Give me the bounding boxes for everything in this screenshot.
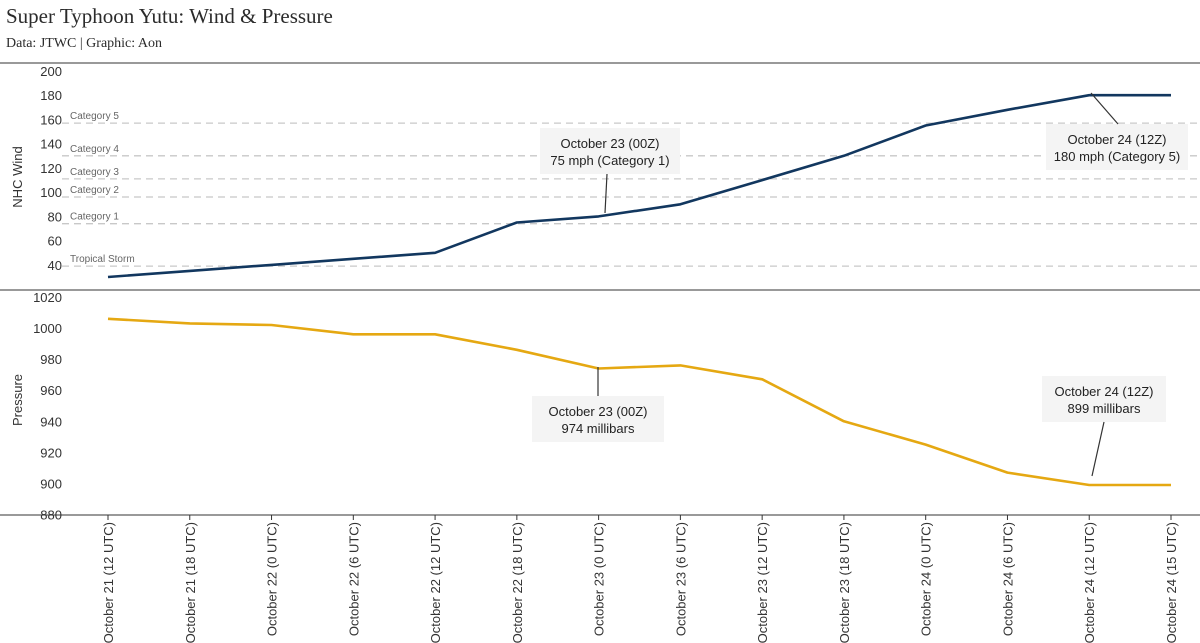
pressure-y-tick-label: 920 — [40, 445, 62, 460]
wind-annotation-oct23-leader — [604, 173, 608, 214]
x-tick-label: October 24 (12 UTC) — [1082, 522, 1097, 643]
pressure-annotation-oct24-line2: 899 millibars — [1068, 401, 1141, 416]
x-tick-label: October 23 (6 UTC) — [673, 522, 688, 636]
x-tick-label: October 23 (18 UTC) — [837, 522, 852, 643]
wind-annotation-oct23-box — [540, 128, 680, 174]
reference-line-label: Category 5 — [70, 111, 119, 122]
x-tick-label: October 21 (18 UTC) — [183, 522, 198, 643]
x-tick-label: October 23 (12 UTC) — [755, 522, 770, 643]
x-tick-label: October 22 (12 UTC) — [428, 522, 443, 643]
wind-y-tick-label: 40 — [48, 258, 62, 273]
wind-y-axis-label: NHC Wind — [10, 146, 25, 207]
x-tick-label: October 22 (18 UTC) — [510, 522, 525, 643]
x-tick-label: October 21 (12 UTC) — [101, 522, 116, 643]
wind-y-tick-label: 140 — [40, 137, 62, 152]
pressure-y-tick-label: 1020 — [33, 290, 62, 305]
wind-annotation-oct23-line2: 75 mph (Category 1) — [550, 153, 669, 168]
x-tick-label: October 24 (0 UTC) — [919, 522, 934, 636]
wind-y-tick-label: 100 — [40, 185, 62, 200]
wind-annotation-oct24-line2: 180 mph (Category 5) — [1054, 149, 1180, 164]
wind-y-tick-label: 60 — [48, 234, 62, 249]
pressure-y-tick-label: 1000 — [33, 321, 62, 336]
wind-series-line — [107, 93, 1171, 279]
reference-line-label: Category 2 — [70, 185, 119, 196]
x-tick-label: October 24 (15 UTC) — [1164, 522, 1179, 643]
wind-y-tick-label: 120 — [40, 161, 62, 176]
chart-subtitle: Data: JTWC | Graphic: Aon — [6, 36, 162, 51]
wind-y-tick-label: 180 — [40, 88, 62, 103]
reference-line-label: Category 3 — [70, 167, 119, 178]
reference-line-label: Tropical Storm — [70, 254, 135, 265]
wind-annotation-oct24-box — [1046, 124, 1188, 170]
pressure-annotation-oct24-line1: October 24 (12Z) — [1055, 384, 1154, 399]
wind-y-tick-label: 80 — [48, 209, 62, 224]
pressure-y-tick-label: 880 — [40, 508, 62, 523]
pressure-annotation-oct23-line2: 974 millibars — [562, 421, 635, 436]
x-tick-label: October 24 (6 UTC) — [1000, 522, 1015, 636]
wind-annotation-oct24-line1: October 24 (12Z) — [1068, 132, 1167, 147]
pressure-y-tick-label: 940 — [40, 414, 62, 429]
wind-annotation-oct24-leader — [1090, 92, 1119, 125]
pressure-annotation-oct24-leader — [1091, 421, 1105, 477]
wind-y-tick-label: 200 — [40, 64, 62, 79]
pressure-annotation-oct24-box — [1042, 376, 1166, 422]
pressure-y-tick-label: 980 — [40, 352, 62, 367]
x-tick-label: October 22 (0 UTC) — [265, 522, 280, 636]
pressure-y-tick-label: 960 — [40, 383, 62, 398]
pressure-annotation-oct23-line1: October 23 (00Z) — [549, 404, 648, 419]
reference-line-label: Category 4 — [70, 144, 119, 155]
pressure-annotation-oct23-box — [532, 396, 664, 442]
chart-title: Super Typhoon Yutu: Wind & Pressure — [6, 4, 333, 28]
reference-line-label: Category 1 — [70, 212, 119, 223]
wind-y-tick-label: 160 — [40, 112, 62, 127]
pressure-y-tick-label: 900 — [40, 476, 62, 491]
x-tick-label: October 23 (0 UTC) — [592, 522, 607, 636]
x-tick-label: October 22 (6 UTC) — [346, 522, 361, 636]
wind-annotation-oct23-line1: October 23 (00Z) — [561, 136, 660, 151]
pressure-series-line — [107, 317, 1171, 487]
pressure-y-axis-label: Pressure — [10, 374, 25, 426]
